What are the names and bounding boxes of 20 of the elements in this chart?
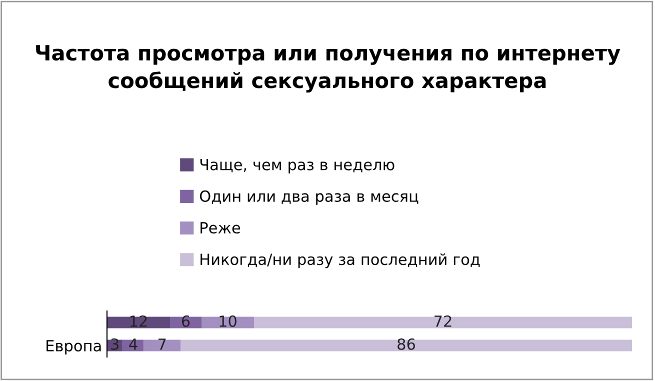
bar xyxy=(180,340,632,352)
data-label: 3 xyxy=(111,338,119,350)
legend-label: Реже xyxy=(200,222,240,234)
bar xyxy=(170,316,202,328)
chart-title: Частота просмотра или получения по интернету сообщений сексуального характера xyxy=(36,45,620,92)
legend-label: Чаще, чем раз в неделю xyxy=(200,159,394,174)
bar xyxy=(202,316,254,328)
bar xyxy=(144,340,180,352)
bar xyxy=(254,316,632,328)
data-label: 72 xyxy=(434,315,452,327)
legend-label: Один или два раза в месяц xyxy=(200,190,418,205)
data-label: 12 xyxy=(130,315,147,327)
legend-label: Никогда/ни разу за последний год xyxy=(200,253,480,268)
data-label: 4 xyxy=(129,338,138,350)
data-label: 86 xyxy=(398,338,416,350)
y-tick-label: Европа xyxy=(46,340,101,354)
data-label: 7 xyxy=(158,338,166,350)
data-label: 10 xyxy=(220,315,236,327)
data-label: 6 xyxy=(182,315,190,327)
bar xyxy=(107,316,170,328)
